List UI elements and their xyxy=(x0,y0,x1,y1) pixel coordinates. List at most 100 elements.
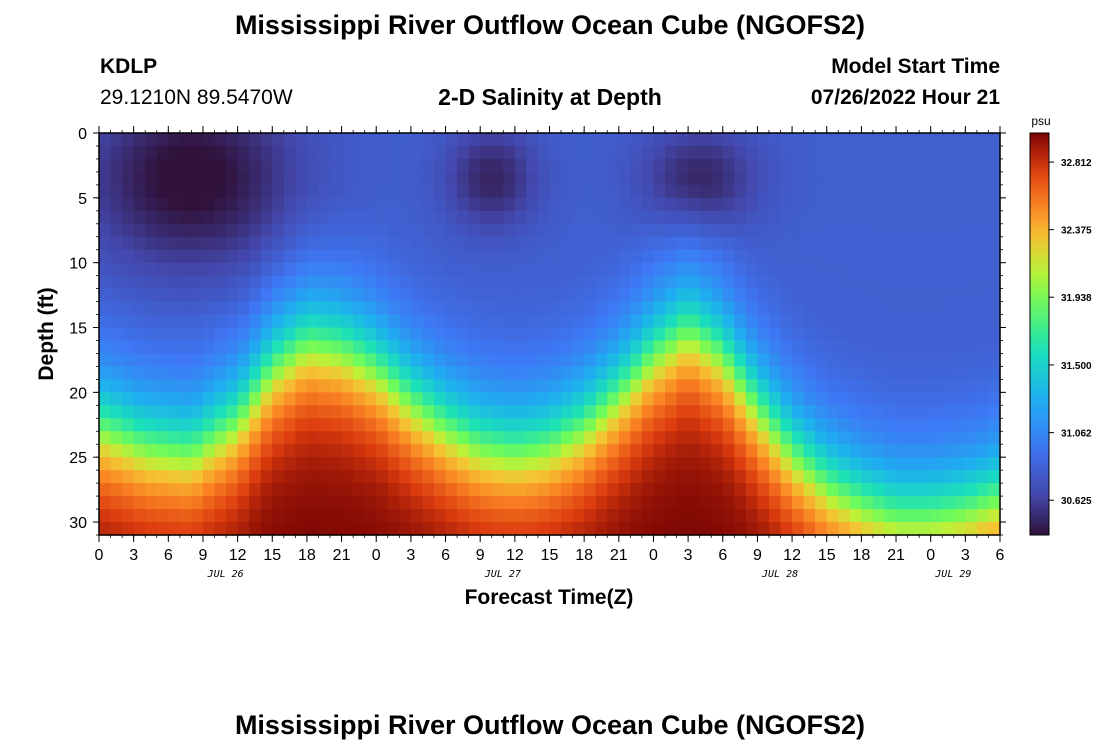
heatmap-cell xyxy=(399,145,412,160)
heatmap-cell xyxy=(168,327,181,342)
heatmap-cell xyxy=(168,301,181,316)
heatmap-cell xyxy=(214,327,227,342)
heatmap-cell xyxy=(815,210,828,225)
heatmap-cell xyxy=(653,405,666,419)
heatmap-cell xyxy=(745,496,759,510)
heatmap-cell xyxy=(607,340,620,355)
heatmap-cell xyxy=(653,431,666,445)
heatmap-cell xyxy=(572,444,585,458)
heatmap-cell xyxy=(387,145,400,160)
heatmap-cell xyxy=(676,483,689,497)
x-tick-label: 9 xyxy=(476,547,485,564)
heatmap-cell xyxy=(191,314,204,329)
heatmap-cell xyxy=(503,418,516,432)
heatmap-cell xyxy=(826,483,839,497)
heatmap-cell xyxy=(792,444,805,458)
heatmap-cell xyxy=(226,145,239,160)
heatmap-cell xyxy=(387,210,400,225)
heatmap-cell xyxy=(803,210,816,225)
heatmap-cell xyxy=(99,184,112,199)
heatmap-cell xyxy=(145,236,158,251)
heatmap-cell xyxy=(503,145,516,160)
heatmap-cell xyxy=(942,522,955,536)
heatmap-cell xyxy=(976,366,990,380)
heatmap-cell xyxy=(537,197,551,212)
heatmap-cell xyxy=(468,184,481,199)
heatmap-cell xyxy=(537,379,551,393)
heatmap-cell xyxy=(722,184,735,199)
heatmap-cell xyxy=(457,431,470,445)
heatmap-cell xyxy=(665,249,678,264)
heatmap-cell xyxy=(191,275,204,290)
heatmap-cell xyxy=(884,444,897,458)
heatmap-cells xyxy=(99,133,1001,536)
heatmap-cell xyxy=(202,327,216,342)
heatmap-cell xyxy=(191,327,204,342)
heatmap-cell xyxy=(942,431,955,445)
heatmap-cell xyxy=(480,522,493,536)
heatmap-cell xyxy=(561,184,574,199)
heatmap-cell xyxy=(133,197,146,212)
heatmap-cell xyxy=(480,171,493,186)
heatmap-cell xyxy=(676,379,689,393)
heatmap-cell xyxy=(410,483,424,497)
heatmap-cell xyxy=(422,184,435,199)
heatmap-cell xyxy=(468,470,481,484)
colorbar xyxy=(1029,132,1050,536)
heatmap-cell xyxy=(145,262,158,277)
heatmap-cell xyxy=(537,184,551,199)
heatmap-cell xyxy=(618,158,631,173)
heatmap-cell xyxy=(99,197,112,212)
heatmap-cell xyxy=(353,392,366,406)
heatmap-cell xyxy=(907,145,920,160)
heatmap-cell xyxy=(919,483,932,497)
heatmap-cell xyxy=(872,405,886,419)
heatmap-cell xyxy=(780,418,793,432)
heatmap-cell xyxy=(526,171,539,186)
heatmap-cell xyxy=(607,158,620,173)
heatmap-cell xyxy=(549,145,562,160)
heatmap-cell xyxy=(353,133,366,147)
heatmap-cell xyxy=(930,444,943,458)
heatmap-cell xyxy=(757,444,770,458)
heatmap-cell xyxy=(768,249,782,264)
heatmap-cell xyxy=(353,158,366,173)
heatmap-cell xyxy=(202,379,216,393)
x-tick-label: 21 xyxy=(887,547,905,564)
heatmap-cell xyxy=(364,353,377,368)
heatmap-cell xyxy=(503,392,516,406)
heatmap-cell xyxy=(976,262,990,277)
heatmap-cell xyxy=(745,340,759,355)
heatmap-cell xyxy=(330,314,343,329)
heatmap-cell xyxy=(584,145,597,160)
heatmap-cell xyxy=(283,275,296,290)
heatmap-cell xyxy=(514,314,527,329)
heatmap-cell xyxy=(630,470,643,484)
heatmap-cell xyxy=(884,327,897,342)
heatmap-cell xyxy=(110,470,123,484)
heatmap-cell xyxy=(168,223,181,238)
heatmap-cell xyxy=(364,496,377,510)
heatmap-cell xyxy=(607,145,620,160)
heatmap-cell xyxy=(491,288,504,303)
heatmap-cell xyxy=(768,262,782,277)
heatmap-cell xyxy=(768,236,782,251)
heatmap-cell xyxy=(688,353,701,368)
heatmap-cell xyxy=(237,145,250,160)
heatmap-cell xyxy=(641,509,655,523)
heatmap-cell xyxy=(179,158,193,173)
heatmap-cell xyxy=(214,379,227,393)
heatmap-cell xyxy=(122,171,135,186)
heatmap-cell xyxy=(815,444,828,458)
heatmap-cell xyxy=(688,444,701,458)
heatmap-cell xyxy=(306,340,320,355)
heatmap-cell xyxy=(745,171,759,186)
heatmap-cell xyxy=(168,133,181,147)
heatmap-cell xyxy=(815,145,828,160)
heatmap-cell xyxy=(202,470,216,484)
heatmap-cell xyxy=(942,171,955,186)
heatmap-cell xyxy=(387,275,400,290)
heatmap-cell xyxy=(399,509,412,523)
heatmap-cell xyxy=(561,509,574,523)
heatmap-cell xyxy=(237,392,250,406)
